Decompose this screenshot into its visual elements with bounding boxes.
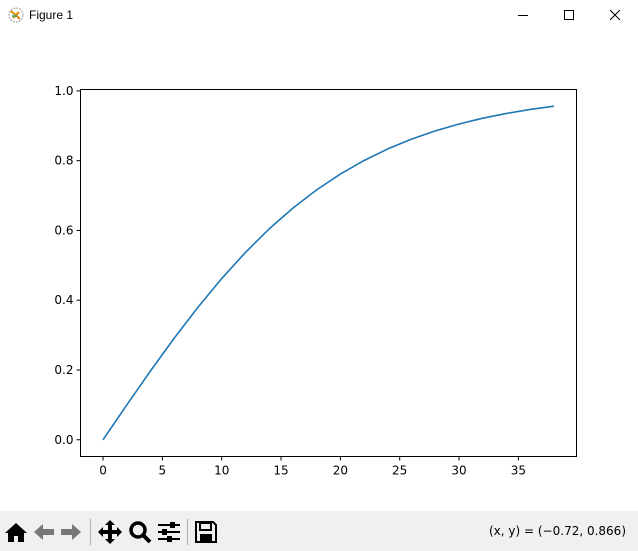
save-icon[interactable] [193, 519, 219, 545]
minimize-icon [518, 15, 528, 16]
navigation-toolbar: (x, y) = (−0.72, 0.866) [0, 511, 638, 551]
x-tick-label: 5 [159, 464, 167, 478]
toolbar-separator [90, 519, 91, 545]
toolbar-separator [187, 519, 188, 545]
close-icon [609, 9, 621, 21]
configure-subplots-icon[interactable] [156, 519, 182, 545]
x-tick-label: 30 [451, 464, 466, 478]
y-tick-label: 1.0 [54, 84, 73, 98]
x-tick-label: 15 [273, 464, 288, 478]
close-button[interactable] [592, 0, 638, 30]
forward-icon[interactable] [58, 519, 84, 545]
back-icon[interactable] [31, 519, 57, 545]
y-tick-label: 0.0 [54, 433, 73, 447]
y-tick-label: 0.6 [54, 223, 73, 237]
title-bar: Figure 1 [0, 0, 638, 30]
figure-canvas[interactable]: 0 5 10 15 20 25 30 35 0.0 0.2 0.4 0.6 0.8 1.0 [0, 30, 638, 511]
maximize-button[interactable] [546, 0, 592, 30]
home-icon[interactable] [3, 519, 29, 545]
x-tick-label: 10 [214, 464, 229, 478]
y-tick-label: 0.2 [54, 363, 73, 377]
x-tick-label: 20 [333, 464, 348, 478]
axes-frame [80, 89, 577, 457]
data-line [102, 105, 555, 441]
cursor-coordinates: (x, y) = (−0.72, 0.866) [489, 524, 626, 538]
y-tick-label: 0.8 [54, 154, 73, 168]
x-tick-label: 25 [392, 464, 407, 478]
maximize-icon [564, 10, 574, 20]
window-title: Figure 1 [29, 8, 74, 22]
zoom-icon[interactable] [127, 519, 153, 545]
x-tick-label: 35 [511, 464, 526, 478]
minimize-button[interactable] [500, 0, 546, 30]
y-tick-label: 0.4 [54, 293, 73, 307]
x-tick-label: 0 [99, 464, 107, 478]
pan-icon[interactable] [97, 519, 123, 545]
matplotlib-icon [8, 7, 24, 23]
